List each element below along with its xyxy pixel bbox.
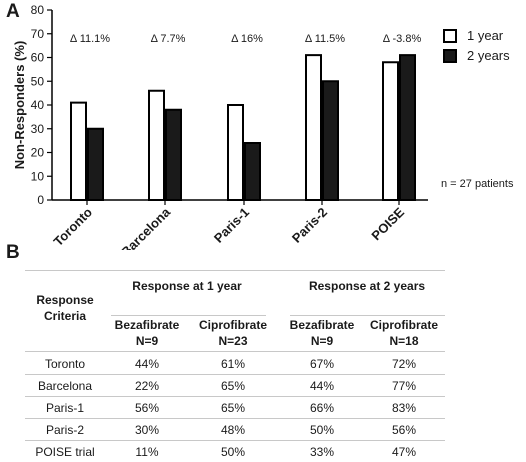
y-tick-label: 50 [31,74,45,88]
y-tick-label: 80 [31,3,45,17]
subheader-n-ciprofibrate-1y: N=23 [218,334,248,348]
table-cell: 65% [220,379,246,393]
table-top-rule [25,270,445,271]
table-cell: 56% [391,423,417,437]
row-rule [25,418,445,419]
row-rule [25,440,445,441]
row-label: POISE trial [35,445,95,459]
bar-2-years [165,108,182,201]
y-tick-label: 40 [31,98,45,112]
subheader-ciprofibrate-1y: Ciprofibrate [198,318,267,332]
bar-chart: 0 10 20 30 40 50 60 70 80 Non-Responders (%) Toron… [12,3,428,250]
legend-swatch-1-year [443,28,457,43]
row-label: Paris-1 [45,401,84,415]
delta-annotation: Δ 16% [231,33,263,45]
patients-note: n = 27 patients [441,178,514,190]
table-row: Paris-2 30% 48% 50% 56% [25,420,445,440]
table-cell: 77% [391,379,417,393]
x-tick-label: Paris-2 [289,205,330,246]
table-cell: 50% [309,423,335,437]
subheader-n-bezafibrate-1y: N=9 [135,334,159,348]
table-cell: 83% [391,401,417,415]
y-axis-label: Non-Responders (%) [12,41,27,170]
row-rule [25,374,445,375]
bar-1-year [148,89,165,201]
table-cell: 66% [309,401,335,415]
group-header-1-year: Response at 1 year [132,279,242,293]
delta-annotation: Δ 11.5% [305,33,345,45]
y-tick-label: 70 [31,27,45,41]
table-row: Toronto 44% 61% 67% 72% [25,354,445,374]
bar-1-year [305,54,322,201]
subheader-bezafibrate-2y: Bezafibrate [289,318,355,332]
x-tick-label: Paris-1 [211,205,252,246]
table-cell: 47% [391,445,417,459]
subheader-n-bezafibrate-2y: N=9 [310,334,334,348]
group-rule-1-year [111,315,266,316]
bar-1-year [70,101,87,201]
delta-annotation: Δ 11.1% [70,33,110,45]
table-cell: 50% [220,445,246,459]
table-cell: 22% [134,379,160,393]
panel-a-label: A [6,1,20,22]
bar-2-years [399,54,416,201]
table-cell: 72% [391,357,417,371]
criteria-header: Response Criteria [36,293,94,323]
subheader-n-ciprofibrate-2y: N=18 [389,334,419,348]
table-cell: 30% [134,423,160,437]
table-cell: 33% [309,445,335,459]
x-tick-label: POISE [368,204,407,243]
y-tick-label: 60 [31,51,45,65]
legend-swatch-2-years [443,48,457,63]
bar-2-years [87,127,104,201]
table-cell: 44% [309,379,335,393]
table-row: Paris-1 56% 65% 66% 83% [25,398,445,418]
table-cell: 11% [135,445,159,459]
subheader-ciprofibrate-2y: Ciprofibrate [369,318,438,332]
subheader-bezafibrate-1y: Bezafibrate [114,318,180,332]
table-cell: 61% [220,357,246,371]
row-label: Toronto [44,357,86,371]
table-cell: 56% [134,401,160,415]
table-row: POISE trial 11% 50% 33% 47% [25,442,445,462]
table-cell: 48% [220,423,246,437]
panel-b-label: B [6,242,20,263]
legend-label-2-years: 2 years [467,48,510,63]
x-tick-label: Toronto [50,204,95,249]
x-tick-label: Barcelona [118,204,174,250]
y-tick-label: 20 [31,146,45,160]
row-rule [25,396,445,397]
group-header-2-years: Response at 2 years [308,279,426,293]
group-rule-2-years [290,315,445,316]
legend-item-1-year: 1 year [443,28,503,43]
legend-label-1-year: 1 year [467,28,504,43]
delta-annotation: Δ 7.7% [151,33,186,45]
header-bottom-rule [25,351,445,352]
y-tick-label: 10 [31,169,45,183]
bar-1-year [382,61,399,201]
delta-annotation: Δ -3.8% [383,33,422,45]
row-label: Paris-2 [45,423,84,437]
table-cell: 65% [220,401,246,415]
bar-2-years [322,80,339,201]
legend-item-2-years: 2 years [443,48,510,63]
row-label: Barcelona [37,379,93,393]
bar-2-years [244,142,261,201]
bar-1-year [227,104,244,201]
table-cell: 44% [134,357,160,371]
y-tick-label: 30 [31,122,45,136]
y-tick-label: 0 [37,193,44,207]
table-row: Barcelona 22% 65% 44% 77% [25,376,445,396]
table-cell: 67% [309,357,335,371]
